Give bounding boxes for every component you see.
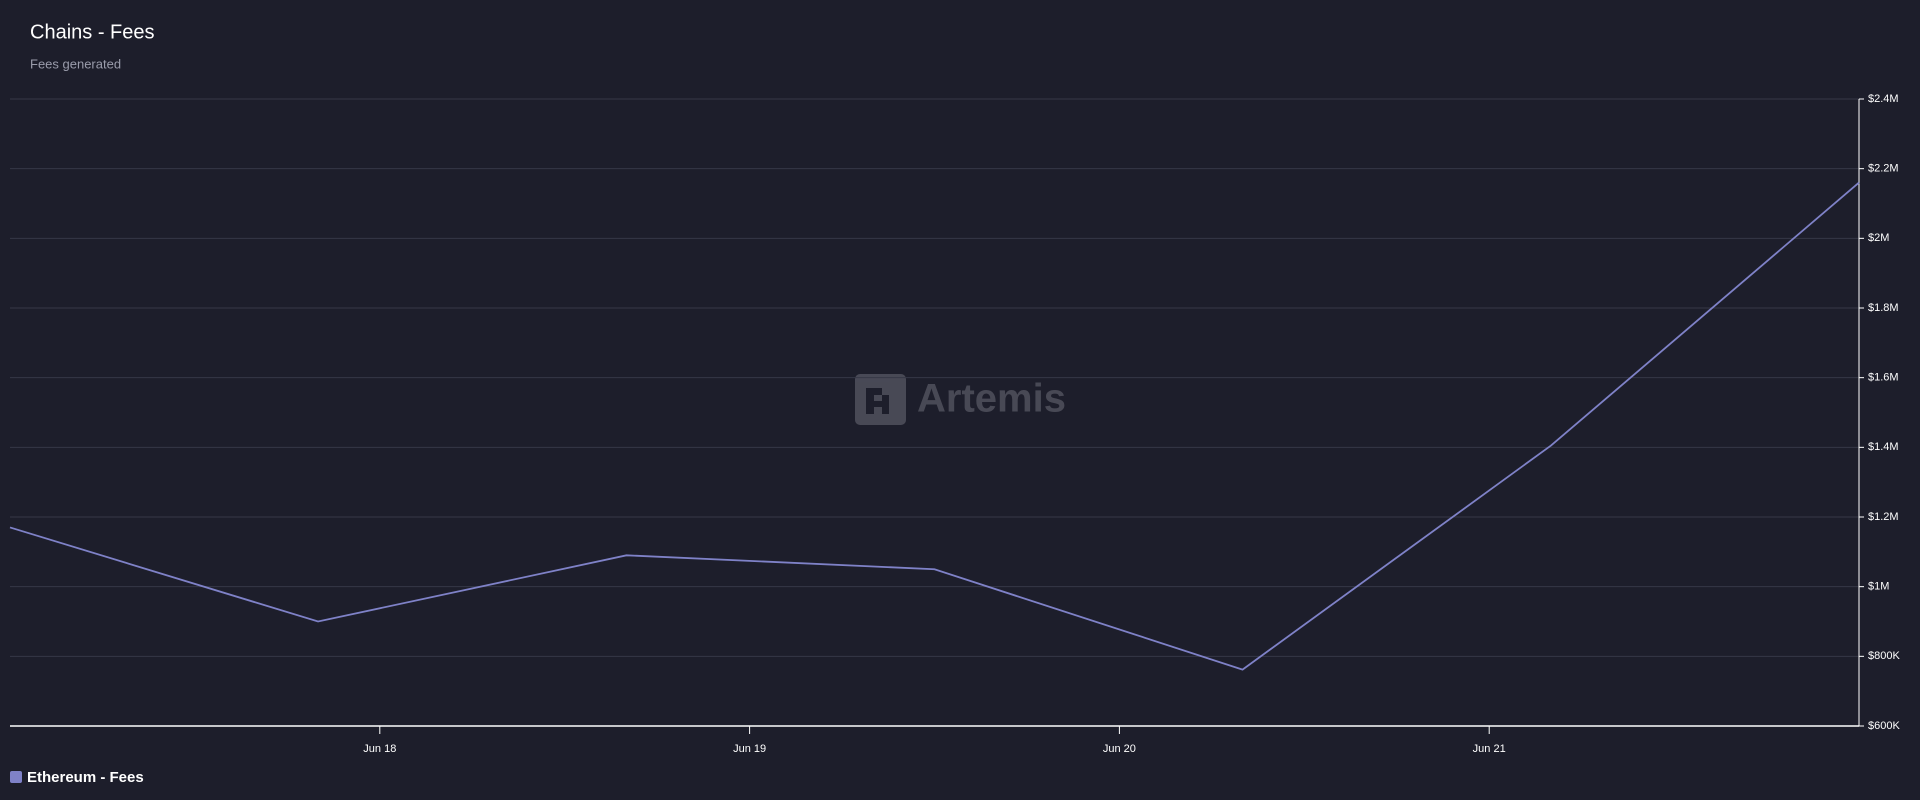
watermark: Artemis	[855, 374, 1066, 425]
series-line	[9, 181, 1860, 671]
x-tick-label: Jun 19	[733, 743, 766, 755]
watermark-logo	[855, 374, 906, 425]
y-tick-label: $1M	[1868, 581, 1889, 593]
chart-subtitle: Fees generated	[30, 56, 121, 71]
legend-swatch	[10, 771, 22, 783]
legend-label: Ethereum - Fees	[27, 769, 144, 786]
watermark-text: Artemis	[917, 377, 1066, 421]
y-tick-label: $800K	[1868, 650, 1900, 662]
x-tick-label: Jun 20	[1103, 743, 1136, 755]
y-tick-label: $2.2M	[1868, 163, 1899, 175]
y-tick-label: $2M	[1868, 232, 1889, 244]
y-tick-label: $1.8M	[1868, 302, 1899, 314]
x-tick-label: Jun 18	[363, 743, 396, 755]
y-tick-label: $1.4M	[1868, 441, 1899, 453]
chart-title: Chains - Fees	[30, 21, 155, 43]
y-tick-label: $1.2M	[1868, 511, 1899, 523]
y-tick-label: $2.4M	[1868, 93, 1899, 105]
x-tick-label: Jun 21	[1473, 743, 1506, 755]
watermark-logo-glyph	[866, 388, 889, 414]
y-tick-label: $1.6M	[1868, 372, 1899, 384]
legend-item: Ethereum - Fees	[10, 769, 144, 786]
y-tick-label: $600K	[1868, 720, 1900, 732]
